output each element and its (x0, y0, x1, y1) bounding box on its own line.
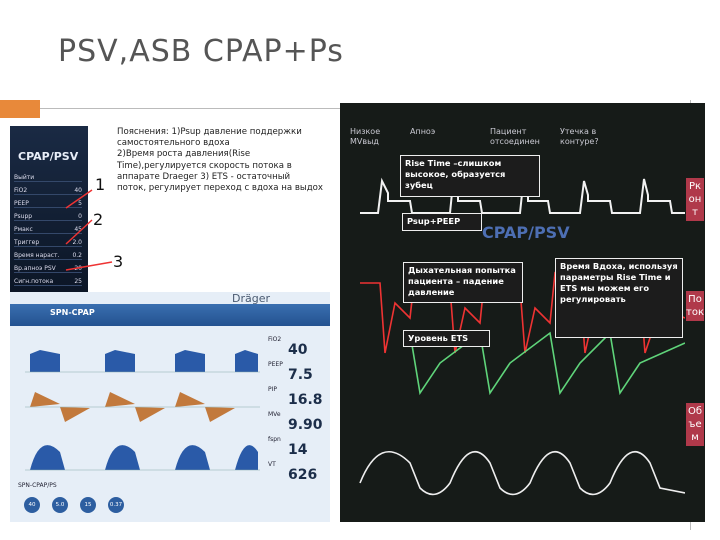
callout: Дыхательная попытка пациента – падение д… (403, 262, 523, 303)
reading-value: 9.90 (288, 417, 323, 433)
panel-row: Триггер 2.0 (14, 239, 82, 247)
marker: 2 (93, 210, 104, 229)
explanation-line: Пояснения: 1)Psup давление поддержки (117, 127, 302, 137)
setting-knob: 40 (24, 497, 40, 513)
alarm-label: Пациент отсоединен (490, 127, 540, 146)
reading-label: PIP (268, 386, 278, 393)
reading-value: 16.8 (288, 392, 323, 408)
title-accent (0, 100, 40, 118)
trace-label: Рконт (686, 178, 704, 221)
explanation-line: самостоятельного вдоха (117, 138, 230, 149)
panel-row: PEEP 5 (14, 200, 82, 208)
row-value: 2.0 (72, 239, 82, 246)
reading-label: fspn (268, 436, 281, 443)
panel-header: CPAP/PSV (18, 150, 79, 163)
slide-title: PSV,ASB CPAP+Ps (58, 34, 344, 69)
row-value: 20 (74, 265, 82, 272)
panel-row: Рмакс 45 (14, 226, 82, 234)
alarm-label: Утечка в контуре? (560, 127, 599, 146)
callout: Уровень ETS (403, 330, 490, 347)
alarm-label: Апноэ (410, 127, 436, 136)
explanation-line: Time),регулируется скорость потока в (117, 160, 292, 171)
panel-row: Вр.апноэ PSV 20 (14, 265, 82, 273)
brand: Dräger (231, 292, 270, 305)
explanation-line: поток, регулирует переход с вдоха на выд… (117, 183, 324, 194)
setting-knob: 5.0 (52, 497, 68, 513)
marker: 3 (113, 252, 124, 271)
panel-row: Сигн.потока 25 (14, 278, 82, 286)
mode-footer: SPN-CPAP/PS (18, 482, 57, 489)
row-label: Триггер (14, 239, 40, 246)
callout: Время Вдоха, используя параметры Rise Ti… (555, 258, 683, 338)
panel-row: Выйти (14, 174, 82, 182)
header-bar (10, 304, 330, 326)
row-label: Сигн.потока (14, 278, 54, 285)
callout: Rise Time –слишком высокое, образуется з… (400, 155, 540, 197)
row-label: Время нараст. (14, 252, 60, 259)
panel-row: Psupp 0 (14, 213, 82, 221)
monitor-screen: CPAP/PSV Низкое МVвыд Апноэ Пациент отсоед… (340, 103, 705, 522)
row-label: Рмакс (14, 226, 33, 233)
row-label: FiO2 (14, 187, 28, 194)
reading-label: PEEP (268, 361, 283, 368)
row-value: 40 (74, 187, 82, 194)
row-value: 0.2 (72, 252, 82, 259)
setting-knob: 15 (80, 497, 96, 513)
drager-screen: Dräger SPN-CPAP SPN-CPAP/PS FiO2 40 PEEP 7.… (10, 292, 330, 522)
marker: 1 (95, 175, 106, 194)
row-label: Выйти (14, 174, 35, 181)
panel-row: FiO2 40 (14, 187, 82, 195)
reading-label: MVe (268, 411, 281, 418)
explanation: Пояснения: 1)Psup давление поддержки само… (117, 127, 332, 194)
ventilator-panel: CPAP/PSV Выйти FiO2 40 PEEP 5 Psupp 0 Рмакс 45 Тр… (10, 126, 88, 292)
trace-label: Поток (686, 291, 704, 321)
callout: Psup+PEEP (402, 213, 482, 231)
monitor-mode: CPAP/PSV (482, 223, 570, 242)
row-label: Вр.апноэ PSV (14, 265, 56, 272)
reading-label: FiO2 (268, 336, 282, 343)
alarm-label: Низкое МVвыд (350, 127, 381, 146)
reading-value: 7.5 (288, 367, 313, 383)
row-value: 45 (74, 226, 82, 233)
reading-value: 14 (288, 442, 308, 458)
mode: SPN-CPAP (50, 308, 95, 317)
trace-label: Объем (686, 403, 704, 446)
reading-value: 40 (288, 342, 308, 358)
waveforms (25, 350, 260, 471)
reading-label: VT (268, 461, 276, 468)
row-value: 25 (74, 278, 82, 285)
row-label: Psupp (14, 213, 33, 220)
explanation-line: аппарате Draeger 3) ETS - остаточный (117, 171, 291, 182)
setting-knob: 0.37 (108, 497, 124, 513)
row-value: 0 (78, 213, 82, 220)
reading-value: 626 (288, 467, 318, 483)
explanation-line: 2)Время роста давления(Rise (117, 149, 251, 160)
row-value: 5 (78, 200, 82, 207)
row-label: PEEP (14, 200, 29, 207)
panel-row: Время нараст. 0.2 (14, 252, 82, 260)
